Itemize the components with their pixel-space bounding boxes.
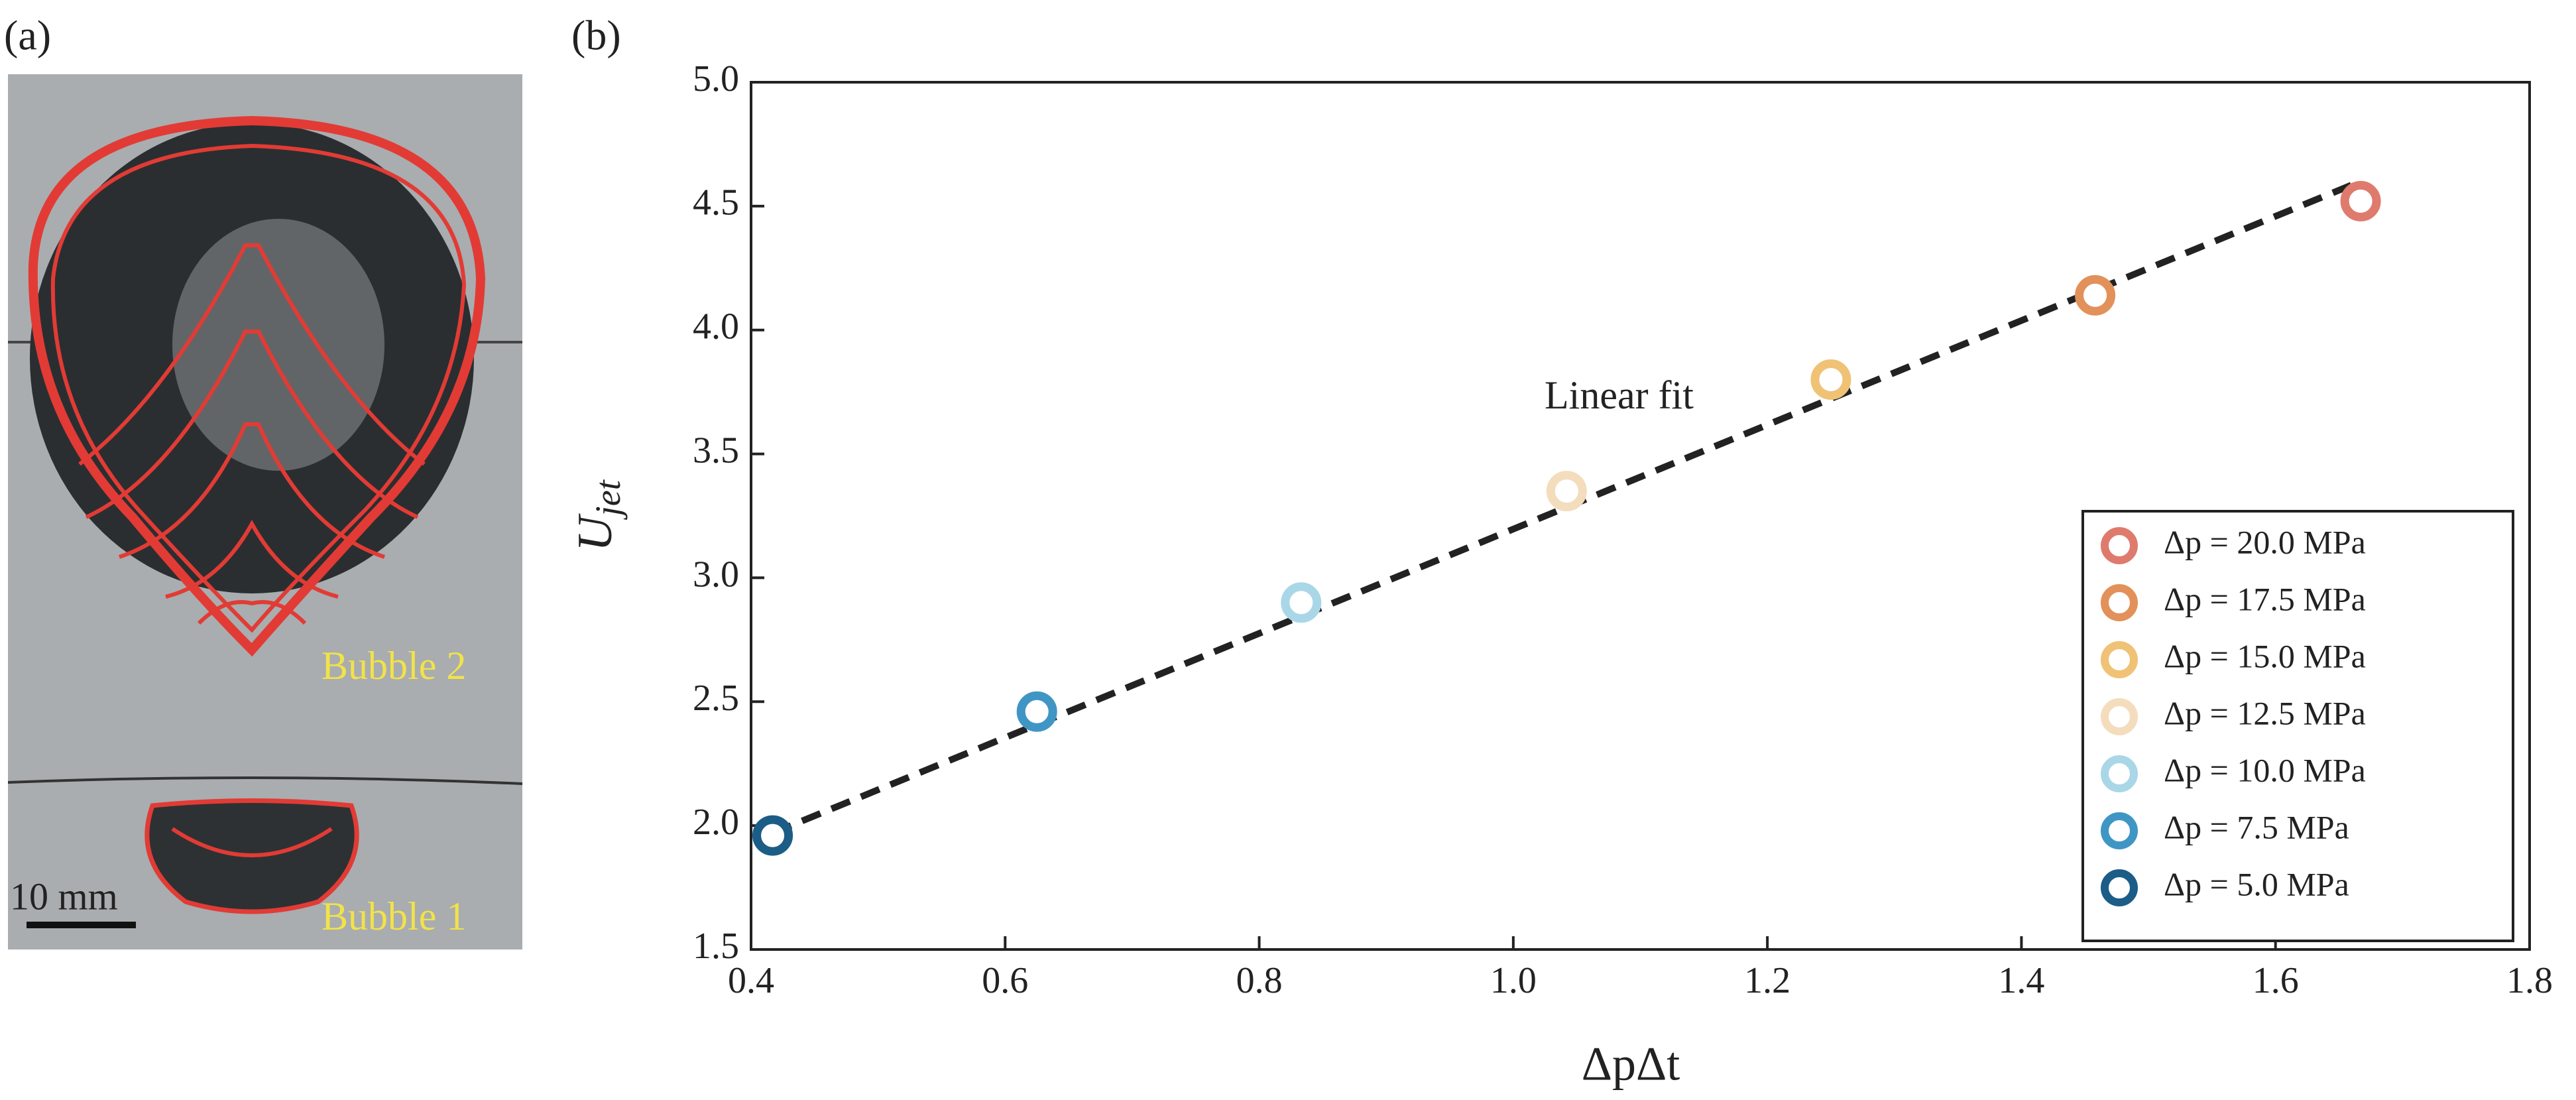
legend-marker xyxy=(2101,812,2138,849)
x-tick-label: 1.4 xyxy=(1998,960,2044,1001)
bubble-label: Bubble 1 xyxy=(322,894,466,938)
x-tick-label: 0.4 xyxy=(728,960,774,1001)
scale-bar-label: 10 mm xyxy=(10,875,118,918)
marker xyxy=(1281,582,1322,623)
marker xyxy=(752,815,793,856)
y-tick-label: 5.0 xyxy=(693,58,739,99)
legend-label: Δp = 12.5 MPa xyxy=(2164,694,2366,731)
legend-box xyxy=(2081,510,2514,942)
annotation: Linear fit xyxy=(1545,373,1694,417)
y-tick-label: 4.5 xyxy=(693,182,739,223)
x-tick-label: 1.0 xyxy=(1490,960,1537,1001)
y-axis-label: Ujet xyxy=(568,479,628,551)
plot-frame xyxy=(750,81,2531,951)
legend-label: Δp = 15.0 MPa xyxy=(2164,637,2366,674)
x-tick-label: 0.8 xyxy=(1236,960,1283,1001)
bubble-label: Bubble 2 xyxy=(322,644,466,688)
legend-label: Δp = 17.5 MPa xyxy=(2164,580,2366,617)
legend-label: Δp = 10.0 MPa xyxy=(2164,751,2366,788)
legend-marker xyxy=(2101,698,2138,735)
marker xyxy=(1810,359,1851,400)
marker xyxy=(1016,691,1057,732)
y-tick-label: 3.0 xyxy=(693,554,739,595)
legend-marker xyxy=(2101,869,2138,906)
x-tick-label: 1.2 xyxy=(1744,960,1790,1001)
x-tick-label: 1.8 xyxy=(2506,960,2553,1001)
legend-marker xyxy=(2101,641,2138,678)
y-tick-label: 1.5 xyxy=(693,926,739,967)
marker xyxy=(2075,275,2116,316)
y-axis-label-sub: jet xyxy=(588,479,628,520)
panel-label: (b) xyxy=(571,12,621,59)
y-tick-label: 2.5 xyxy=(693,678,739,719)
legend-label: Δp = 7.5 MPa xyxy=(2164,808,2349,845)
panel-label: (a) xyxy=(4,12,51,59)
y-tick-label: 2.0 xyxy=(693,802,739,843)
y-axis-label-main: U xyxy=(568,513,622,552)
photo xyxy=(7,74,523,949)
y-tick-label: 4.0 xyxy=(693,306,739,347)
legend-marker xyxy=(2101,755,2138,792)
x-tick-label: 1.6 xyxy=(2253,960,2299,1001)
marker xyxy=(1546,471,1587,512)
legend-label: Δp = 20.0 MPa xyxy=(2164,523,2366,560)
x-tick-label: 0.6 xyxy=(982,960,1028,1001)
x-axis-label: ΔpΔt xyxy=(1582,1038,1680,1091)
y-tick-label: 3.5 xyxy=(693,430,739,471)
marker xyxy=(2340,180,2381,221)
legend-marker xyxy=(2101,527,2138,564)
legend-marker xyxy=(2101,584,2138,621)
legend-label: Δp = 5.0 MPa xyxy=(2164,865,2349,902)
